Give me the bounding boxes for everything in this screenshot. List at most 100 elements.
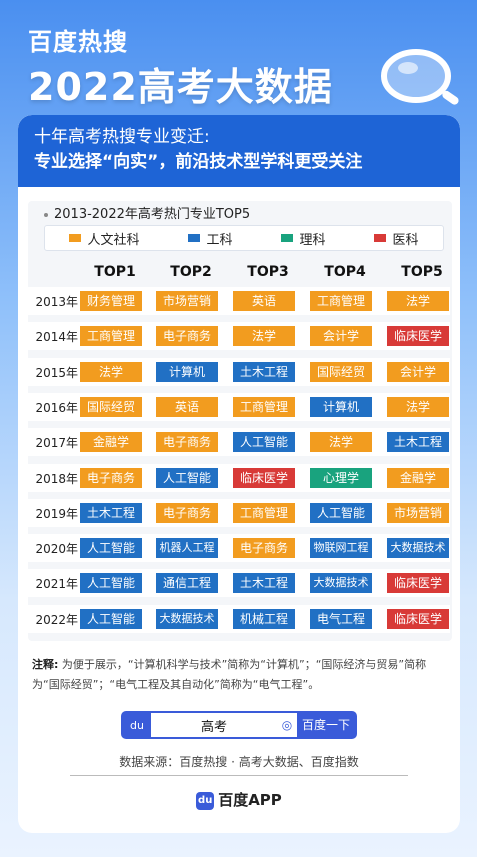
- major-tag: 会计学: [387, 361, 449, 382]
- legend-swatch: [374, 234, 387, 242]
- legend-item-science: 理科: [281, 229, 326, 248]
- table-row: 2017年 金融学 电子商务 人工智能 法学 土木工程: [26, 428, 450, 457]
- year-label: 2018年: [35, 471, 78, 486]
- table-row: 2014年 工商管理 电子商务 法学 会计学 临床医学: [26, 322, 450, 351]
- year-label: 2016年: [35, 400, 78, 415]
- major-tag: 工商管理: [233, 502, 295, 523]
- chart-title-text: 2013-2022年高考热门专业TOP5: [54, 207, 251, 222]
- legend: 人文社科 工科 理科 医科: [44, 225, 444, 251]
- year-label: 2020年: [35, 542, 78, 557]
- app-logo: du 百度APP: [18, 789, 460, 810]
- year-label: 2014年: [35, 330, 78, 345]
- chart-panel: [28, 201, 452, 641]
- header-line2: 专业选择“向实”，前沿技术型学科更受关注: [34, 152, 363, 172]
- legend-label: 人文社科: [87, 232, 140, 248]
- major-tag: 人工智能: [233, 432, 295, 453]
- footnote-label: 注释:: [32, 658, 59, 671]
- year-label: 2021年: [35, 577, 78, 592]
- major-tag: 物联网工程: [310, 538, 372, 559]
- major-tag: 金融学: [80, 432, 142, 453]
- major-tag: 土木工程: [233, 573, 295, 594]
- year-label: 2022年: [35, 612, 78, 627]
- legend-item-engineering: 工科: [188, 229, 233, 248]
- table-row: 2016年 国际经贸 英语 工商管理 计算机 法学: [26, 392, 450, 421]
- major-tag: 工商管理: [233, 396, 295, 417]
- table-row: 2015年 法学 计算机 土木工程 国际经贸 会计学: [26, 357, 450, 386]
- footnote: 注释: 为便于展示，“计算机科学与技术”简称为“计算机”；“国际经济与贸易”简称…: [32, 655, 450, 695]
- major-tag: 人工智能: [310, 502, 372, 523]
- major-tag: 大数据技术: [387, 538, 449, 559]
- table-row: 2020年 人工智能 机器人工程 电子商务 物联网工程 大数据技术: [26, 534, 450, 563]
- legend-swatch: [188, 234, 201, 242]
- major-tag: 临床医学: [387, 573, 449, 594]
- legend-swatch: [69, 234, 82, 242]
- table-row: 2021年 人工智能 通信工程 土木工程 大数据技术 临床医学: [26, 569, 450, 598]
- table-row: 2022年 人工智能 大数据技术 机械工程 电气工程 临床医学: [26, 604, 450, 633]
- legend-label: 医科: [392, 232, 419, 248]
- major-tag: 财务管理: [80, 291, 142, 311]
- major-tag: 人工智能: [156, 467, 218, 488]
- major-tag: 土木工程: [80, 502, 142, 523]
- main-card: 十年高考热搜专业变迁: 专业选择“向实”，前沿技术型学科更受关注 2013-20…: [18, 115, 460, 833]
- major-tag: 工商管理: [80, 326, 142, 347]
- major-tag: 法学: [233, 326, 295, 347]
- major-tag: 人工智能: [80, 608, 142, 629]
- major-tag: 金融学: [387, 467, 449, 488]
- legend-label: 理科: [299, 232, 326, 248]
- table-row: 2019年 土木工程 电子商务 工商管理 人工智能 市场营销: [26, 498, 450, 527]
- year-label: 2017年: [35, 436, 78, 451]
- year-label: 2019年: [35, 506, 78, 521]
- header-line1: 十年高考热搜专业变迁:: [34, 127, 210, 147]
- major-tag: 机器人工程: [156, 538, 218, 559]
- year-label: 2013年: [35, 295, 78, 309]
- data-source: 数据来源：百度热搜 · 高考大数据、百度指数: [119, 755, 359, 769]
- major-tag: 计算机: [310, 396, 372, 417]
- major-tag: 电子商务: [156, 326, 218, 347]
- search-input[interactable]: 高考: [200, 719, 227, 735]
- col-header-top4: TOP4: [324, 264, 366, 280]
- major-tag: 人工智能: [80, 538, 142, 559]
- table-row: 2018年 电子商务 人工智能 临床医学 心理学 金融学: [26, 463, 450, 492]
- legend-item-humanities: 人文社科: [69, 229, 140, 248]
- major-tag: 大数据技术: [310, 573, 372, 594]
- major-tag: 土木工程: [233, 361, 295, 382]
- col-header-top2: TOP2: [170, 264, 212, 280]
- major-tag: 英语: [156, 396, 218, 417]
- major-tag: 工商管理: [310, 291, 372, 311]
- search-bar[interactable]: du 高考 ◎ 百度一下: [121, 711, 357, 739]
- major-tag: 电子商务: [156, 502, 218, 523]
- major-tag: 市场营销: [387, 502, 449, 523]
- column-headers: TOP1 TOP2 TOP3 TOP4 TOP5: [80, 264, 456, 284]
- col-header-top1: TOP1: [94, 264, 136, 280]
- major-tag: 临床医学: [233, 467, 295, 488]
- major-tag: 英语: [233, 291, 295, 311]
- col-header-top3: TOP3: [247, 264, 289, 280]
- year-label: 2015年: [35, 365, 78, 380]
- major-tag: 心理学: [310, 467, 372, 488]
- magnifier-icon: [381, 49, 459, 105]
- col-header-top5: TOP5: [401, 264, 443, 280]
- baidu-paw-icon: du: [123, 713, 151, 737]
- legend-swatch: [281, 234, 294, 242]
- app-name: 百度APP: [218, 791, 282, 809]
- camera-icon[interactable]: ◎: [281, 718, 293, 732]
- major-tag: 机械工程: [233, 608, 295, 629]
- major-tag: 法学: [310, 432, 372, 453]
- major-tag: 国际经贸: [310, 361, 372, 382]
- page-title: 2022高考大数据: [28, 65, 333, 109]
- search-button[interactable]: 百度一下: [297, 713, 355, 737]
- legend-item-medicine: 医科: [374, 229, 419, 248]
- major-tag: 通信工程: [156, 573, 218, 594]
- major-tag: 会计学: [310, 326, 372, 347]
- baidu-app-icon: du: [196, 791, 215, 810]
- table-row: 2013年 财务管理 市场营销 英语 工商管理 法学: [26, 287, 450, 315]
- footnote-text: 为便于展示，“计算机科学与技术”简称为“计算机”；“国际经济与贸易”简称为“国际…: [32, 658, 427, 691]
- major-tag: 法学: [387, 291, 449, 311]
- major-tag: 国际经贸: [80, 396, 142, 417]
- major-tag: 计算机: [156, 361, 218, 382]
- major-tag: 法学: [80, 361, 142, 382]
- brand-title: 百度热搜: [28, 28, 128, 56]
- major-tag: 大数据技术: [156, 608, 218, 629]
- major-tag: 电子商务: [80, 467, 142, 488]
- major-tag: 法学: [387, 396, 449, 417]
